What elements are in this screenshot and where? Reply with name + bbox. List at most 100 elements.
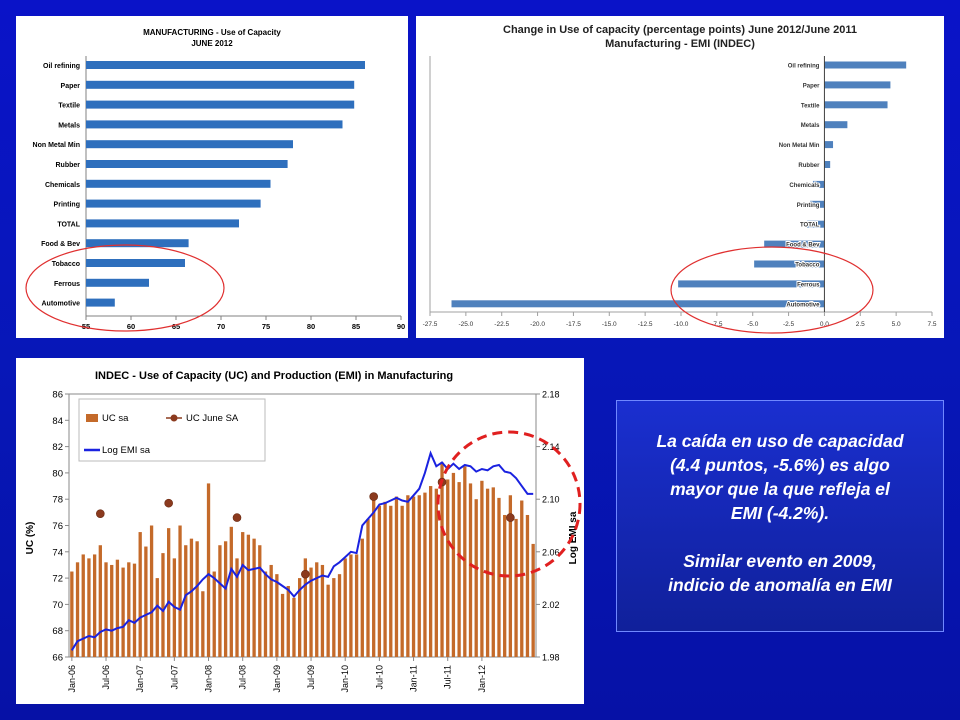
uc-bar xyxy=(360,538,364,657)
x-tick-label: Jan-11 xyxy=(409,665,419,692)
uc-bar xyxy=(503,514,507,657)
tick-label: -22.5 xyxy=(494,321,509,328)
legend-swatch xyxy=(86,414,98,422)
category-label: Paper xyxy=(61,83,81,90)
category-label: Textile xyxy=(58,103,80,110)
indec-combo-chart: INDEC - Use of Capacity (UC) and Product… xyxy=(25,370,582,693)
category-label: Oil refining xyxy=(43,63,80,70)
uc-bar xyxy=(138,532,142,657)
uc-bar xyxy=(320,564,325,657)
category-label: TOTAL xyxy=(57,221,80,228)
tick-label: -5.0 xyxy=(747,321,759,328)
x-tick-label: Jan-12 xyxy=(477,665,487,693)
legend-label: Log EMI sa xyxy=(102,445,151,456)
bar xyxy=(824,161,831,168)
uc-june-marker xyxy=(96,509,105,518)
tick-label: 0.0 xyxy=(820,321,829,328)
tick-label: 85 xyxy=(352,322,360,331)
uc-bar xyxy=(451,472,456,657)
uc-bar xyxy=(531,543,535,657)
note-line: Similar evento en 2009, xyxy=(683,551,877,571)
uc-bar xyxy=(440,462,444,657)
x-tick-label: Jan-09 xyxy=(272,665,282,693)
uc-bar xyxy=(184,545,188,657)
uc-bar xyxy=(246,534,251,657)
uc-bar xyxy=(110,564,114,657)
uc-bar xyxy=(98,545,102,657)
commentary-box: La caída en uso de capacidad (4.4 puntos… xyxy=(616,400,944,632)
tick-label: -17.5 xyxy=(566,321,581,328)
x-tick-label: Jul-10 xyxy=(374,665,384,690)
uc-bar xyxy=(127,562,131,657)
uc-bar xyxy=(189,538,194,657)
category-label: Non Metal Min xyxy=(779,143,820,149)
uc-bar xyxy=(366,518,370,657)
uc-bar xyxy=(480,480,484,657)
capacity-change-bar-chart: Change in Use of capacity (percentage po… xyxy=(423,24,937,334)
x-tick-label: Jan-10 xyxy=(340,665,350,693)
uc-bar xyxy=(520,500,524,657)
category-label: Rubber xyxy=(798,163,820,169)
y-tick-label: 78 xyxy=(52,495,63,506)
uc-bar xyxy=(474,499,478,657)
tick-label: 2.5 xyxy=(856,321,865,328)
y-tick-label: 74 xyxy=(52,547,63,558)
uc-bar xyxy=(383,501,387,657)
uc-bar xyxy=(423,492,427,657)
uc-bar xyxy=(167,528,171,657)
category-label: Oil refining xyxy=(788,64,820,70)
uc-bar xyxy=(514,518,518,657)
uc-bar xyxy=(354,554,359,657)
y-tick-label: 68 xyxy=(52,626,63,637)
capacity-bar-chart: MANUFACTURING - Use of Capacity JUNE 201… xyxy=(25,28,405,332)
note-line xyxy=(617,525,943,549)
uc-bar xyxy=(468,483,473,657)
y2-tick-label: 2.18 xyxy=(542,390,560,400)
category-label: Ferrous xyxy=(797,282,820,288)
bar xyxy=(86,160,288,168)
y2-tick-label: 2.10 xyxy=(542,495,560,505)
highlight-circle xyxy=(25,244,225,332)
uc-bar xyxy=(155,578,159,657)
bar xyxy=(678,280,825,288)
note-line: indicio de anomalía en EMI xyxy=(668,575,892,595)
uc-bar xyxy=(280,593,285,657)
uc-bar xyxy=(292,597,296,657)
uc-bar xyxy=(349,554,353,657)
bar xyxy=(754,260,825,268)
uc-bar xyxy=(343,558,347,657)
highlight-dashed-circle xyxy=(436,430,582,578)
uc-bar xyxy=(75,562,80,657)
category-label: Printing xyxy=(54,202,80,209)
uc-bar xyxy=(87,558,91,657)
x-tick-label: Jan-07 xyxy=(135,665,145,693)
bar xyxy=(86,61,365,69)
x-tick-label: Jul-07 xyxy=(169,665,179,690)
x-tick-label: Jul-06 xyxy=(101,665,111,690)
uc-bar xyxy=(104,562,108,657)
tick-label: 60 xyxy=(127,322,135,331)
bar xyxy=(86,140,293,149)
y2-tick-label: 2.02 xyxy=(542,600,560,610)
tick-label: -15.0 xyxy=(602,321,617,328)
y-tick-label: 82 xyxy=(52,442,63,453)
bar xyxy=(86,278,149,287)
tick-label: -12.5 xyxy=(638,321,653,328)
chart2-subtitle: Manufacturing - EMI (INDEC) xyxy=(605,38,755,50)
uc-bar xyxy=(115,559,120,657)
tick-label: -20.0 xyxy=(530,321,545,328)
y-tick-label: 70 xyxy=(52,600,63,611)
uc-bar xyxy=(446,479,450,657)
y-tick-label: 76 xyxy=(52,521,63,532)
bar xyxy=(824,141,834,149)
category-label: Paper xyxy=(803,83,820,89)
tick-label: -27.5 xyxy=(423,321,438,328)
category-label: Metals xyxy=(58,122,80,129)
highlight-circle xyxy=(670,246,874,334)
legend-swatch xyxy=(170,414,178,422)
uc-bar xyxy=(389,505,393,657)
category-label: Tobacco xyxy=(52,261,80,268)
bar xyxy=(86,80,355,89)
note-line: La caída en uso de capacidad xyxy=(656,431,904,451)
y-tick-label: 72 xyxy=(52,574,63,585)
